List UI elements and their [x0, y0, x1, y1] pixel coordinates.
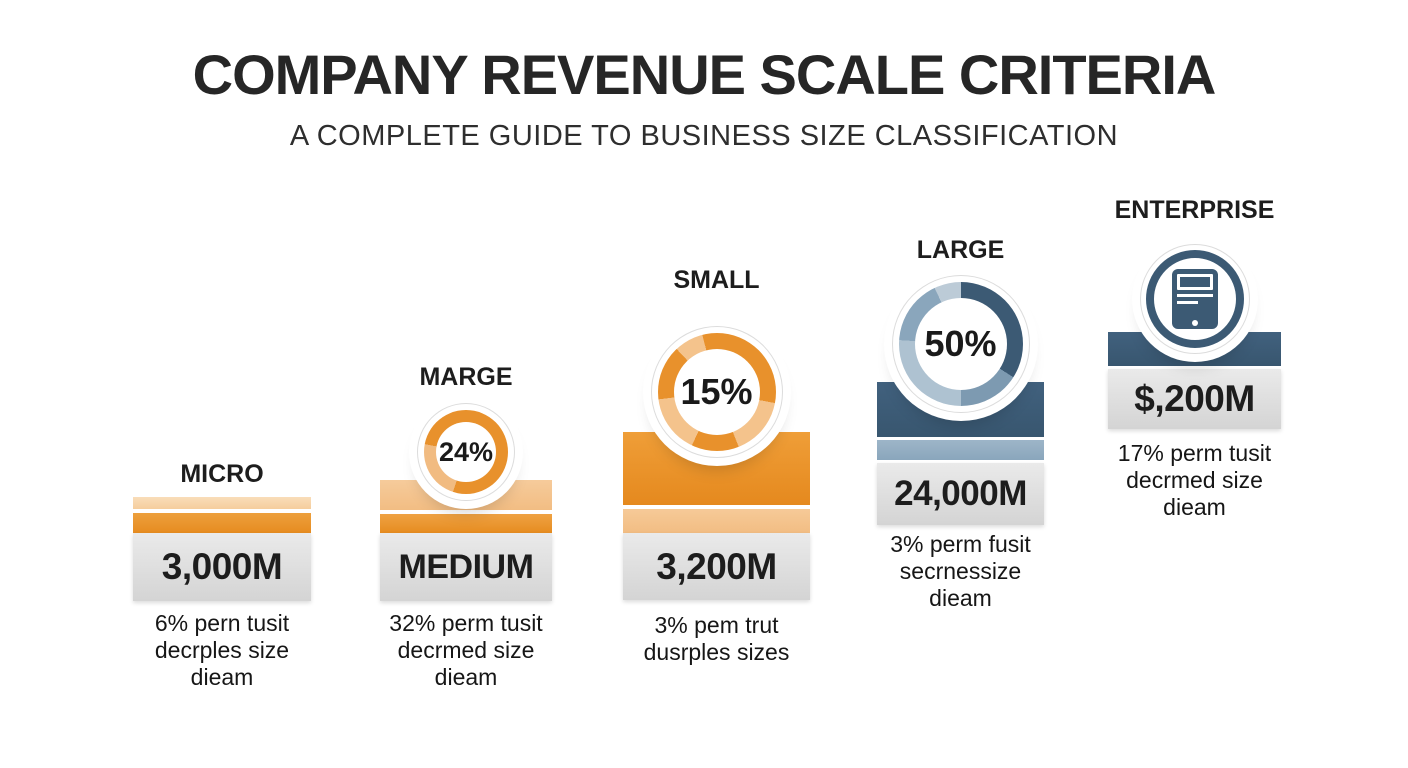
column-micro: MICRO 3,000M 6% pern tusit decrples size…	[133, 0, 311, 768]
page-title: COMPANY REVENUE SCALE CRITERIA	[192, 43, 1217, 106]
caption-line: dusrples sizes	[643, 639, 790, 665]
tablet-text-line	[1176, 294, 1213, 297]
value-block-micro: 3,000M	[133, 533, 311, 601]
caption-line: 17% perm tusit	[1117, 440, 1272, 466]
caption-line: decrples size	[154, 637, 290, 663]
value-block-marge: MEDIUM	[380, 533, 552, 601]
donut-ring-icon: 15%	[657, 333, 776, 451]
bar-segment-orange	[133, 513, 311, 533]
tablet-icon-body	[1171, 269, 1218, 329]
caption-line: dieam	[434, 664, 498, 690]
tablet-screen-frame	[1176, 274, 1213, 290]
category-label-marge: MARGE	[419, 363, 513, 391]
category-label-micro: MICRO	[180, 460, 264, 488]
caption-line: 3% pem trut	[654, 612, 779, 638]
caption-line: 3% perm fusit	[890, 531, 1031, 557]
tablet-document-icon	[1145, 250, 1244, 348]
donut-percent-label: 50%	[924, 323, 997, 364]
caption-micro: 6% pern tusit decrples size dieam	[109, 610, 335, 691]
caption-line: dieam	[929, 585, 992, 611]
tablet-text-line	[1176, 301, 1199, 304]
category-label-large: LARGE	[916, 236, 1005, 264]
caption-line: secrnessize	[899, 558, 1022, 584]
value-label-small: 3,200M	[656, 545, 777, 587]
donut-ring-icon: 24%	[424, 410, 508, 494]
column-marge: MARGE 24% MEDIUM 32% perm tusit decrmed …	[380, 0, 552, 768]
value-label-micro: 3,000M	[161, 546, 283, 587]
value-label-marge: MEDIUM	[398, 547, 534, 586]
enterprise-badge	[1140, 245, 1249, 353]
caption-line: dieam	[190, 664, 254, 690]
caption-line: decrmed size	[1126, 467, 1263, 493]
bar-segment-light-blue	[877, 440, 1044, 460]
bar-segment-orange	[380, 514, 552, 533]
category-label-small: SMALL	[673, 266, 760, 294]
value-label-enterprise: $,200M	[1134, 378, 1255, 419]
caption-enterprise: 17% perm tusit decrmed size dieam	[1084, 440, 1305, 521]
caption-line: 32% perm tusit	[389, 610, 543, 636]
bar-segment-pale-orange	[133, 497, 311, 509]
tablet-home-dot	[1191, 320, 1198, 326]
caption-marge: 32% perm tusit decrmed size dieam	[356, 610, 576, 691]
column-enterprise: ENTERPRISE $,200M 17% perm tusit decrmed…	[1108, 0, 1281, 768]
value-block-enterprise: $,200M	[1108, 369, 1281, 429]
donut-percent-label: 24%	[438, 436, 494, 467]
category-label-enterprise: ENTERPRISE	[1114, 196, 1275, 224]
value-block-large: 24,000M	[877, 463, 1044, 525]
donut-ring-icon: 50%	[898, 282, 1023, 406]
value-label-large: 24,000M	[894, 474, 1027, 513]
caption-large: 3% perm fusit secrnessize dieam	[853, 531, 1068, 612]
column-small: SMALL 15% 3,200M 3% pem trut dusrples si…	[623, 0, 810, 768]
value-block-small: 3,200M	[623, 533, 810, 600]
caption-line: dieam	[1163, 494, 1226, 520]
caption-line: decrmed size	[397, 637, 535, 663]
bar-segment-light-orange	[623, 509, 810, 533]
caption-line: 6% pern tusit	[154, 610, 290, 636]
caption-small: 3% pem trut dusrples sizes	[599, 612, 834, 666]
donut-chart-15: 15%	[651, 327, 782, 457]
column-large: LARGE 50% 24,000M 3% perm fusit secrness…	[877, 0, 1044, 768]
donut-chart-50: 50%	[892, 276, 1029, 412]
donut-percent-label: 15%	[680, 371, 753, 412]
donut-chart-24: 24%	[418, 404, 514, 500]
page-subtitle: A COMPLETE GUIDE TO BUSINESS SIZE CLASSI…	[289, 120, 1119, 152]
